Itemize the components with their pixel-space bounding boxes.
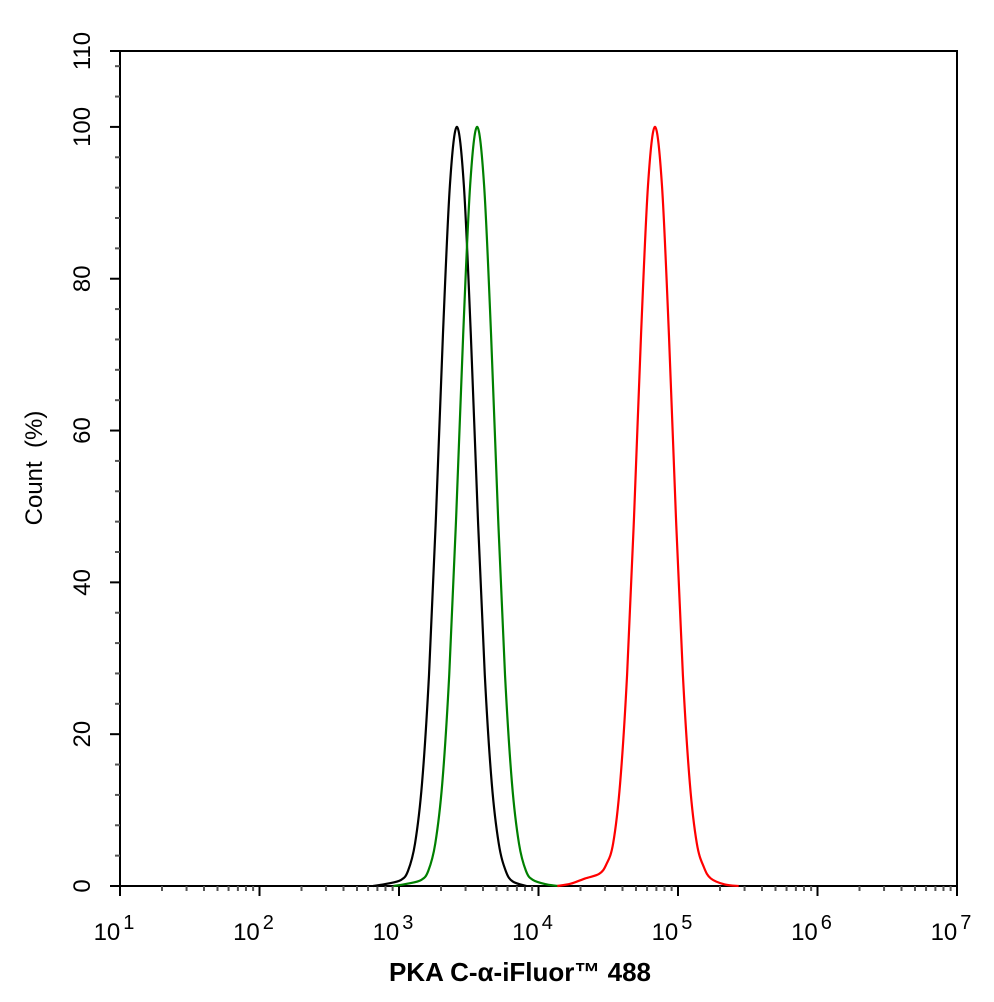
y-axis-label: Count (%) [21,411,48,526]
y-tick-label: 100 [69,107,96,147]
x-tick-label: 10 5 [652,912,693,946]
x-tick-label: 10 3 [373,912,414,946]
histogram-series-1 [373,125,527,888]
y-tick-label: 40 [69,569,96,596]
y-tick-label: 0 [69,879,96,892]
y-tick-label: 80 [69,265,96,292]
x-tick-label: 10 4 [512,912,553,946]
y-tick-label: 60 [69,417,96,444]
axes: 10 1 10 2 10 3 10 4 10 5 10 6 10 7 0 20 40 60 80 100 110 [69,32,971,946]
x-axis-label: PKA C-α-iFluor™ 488 [389,957,651,987]
y-tick-label: 110 [69,32,96,70]
x-tick-label: 10 6 [791,912,832,946]
histogram-series-2 [393,125,560,888]
x-tick-label: 10 7 [931,912,972,946]
series [373,125,739,888]
histogram-series-3 [557,125,739,888]
plot-frame [119,50,958,887]
x-tick-label: 10 1 [94,912,135,946]
y-tick-label: 20 [69,721,96,748]
x-tick-label: 10 2 [233,912,274,946]
